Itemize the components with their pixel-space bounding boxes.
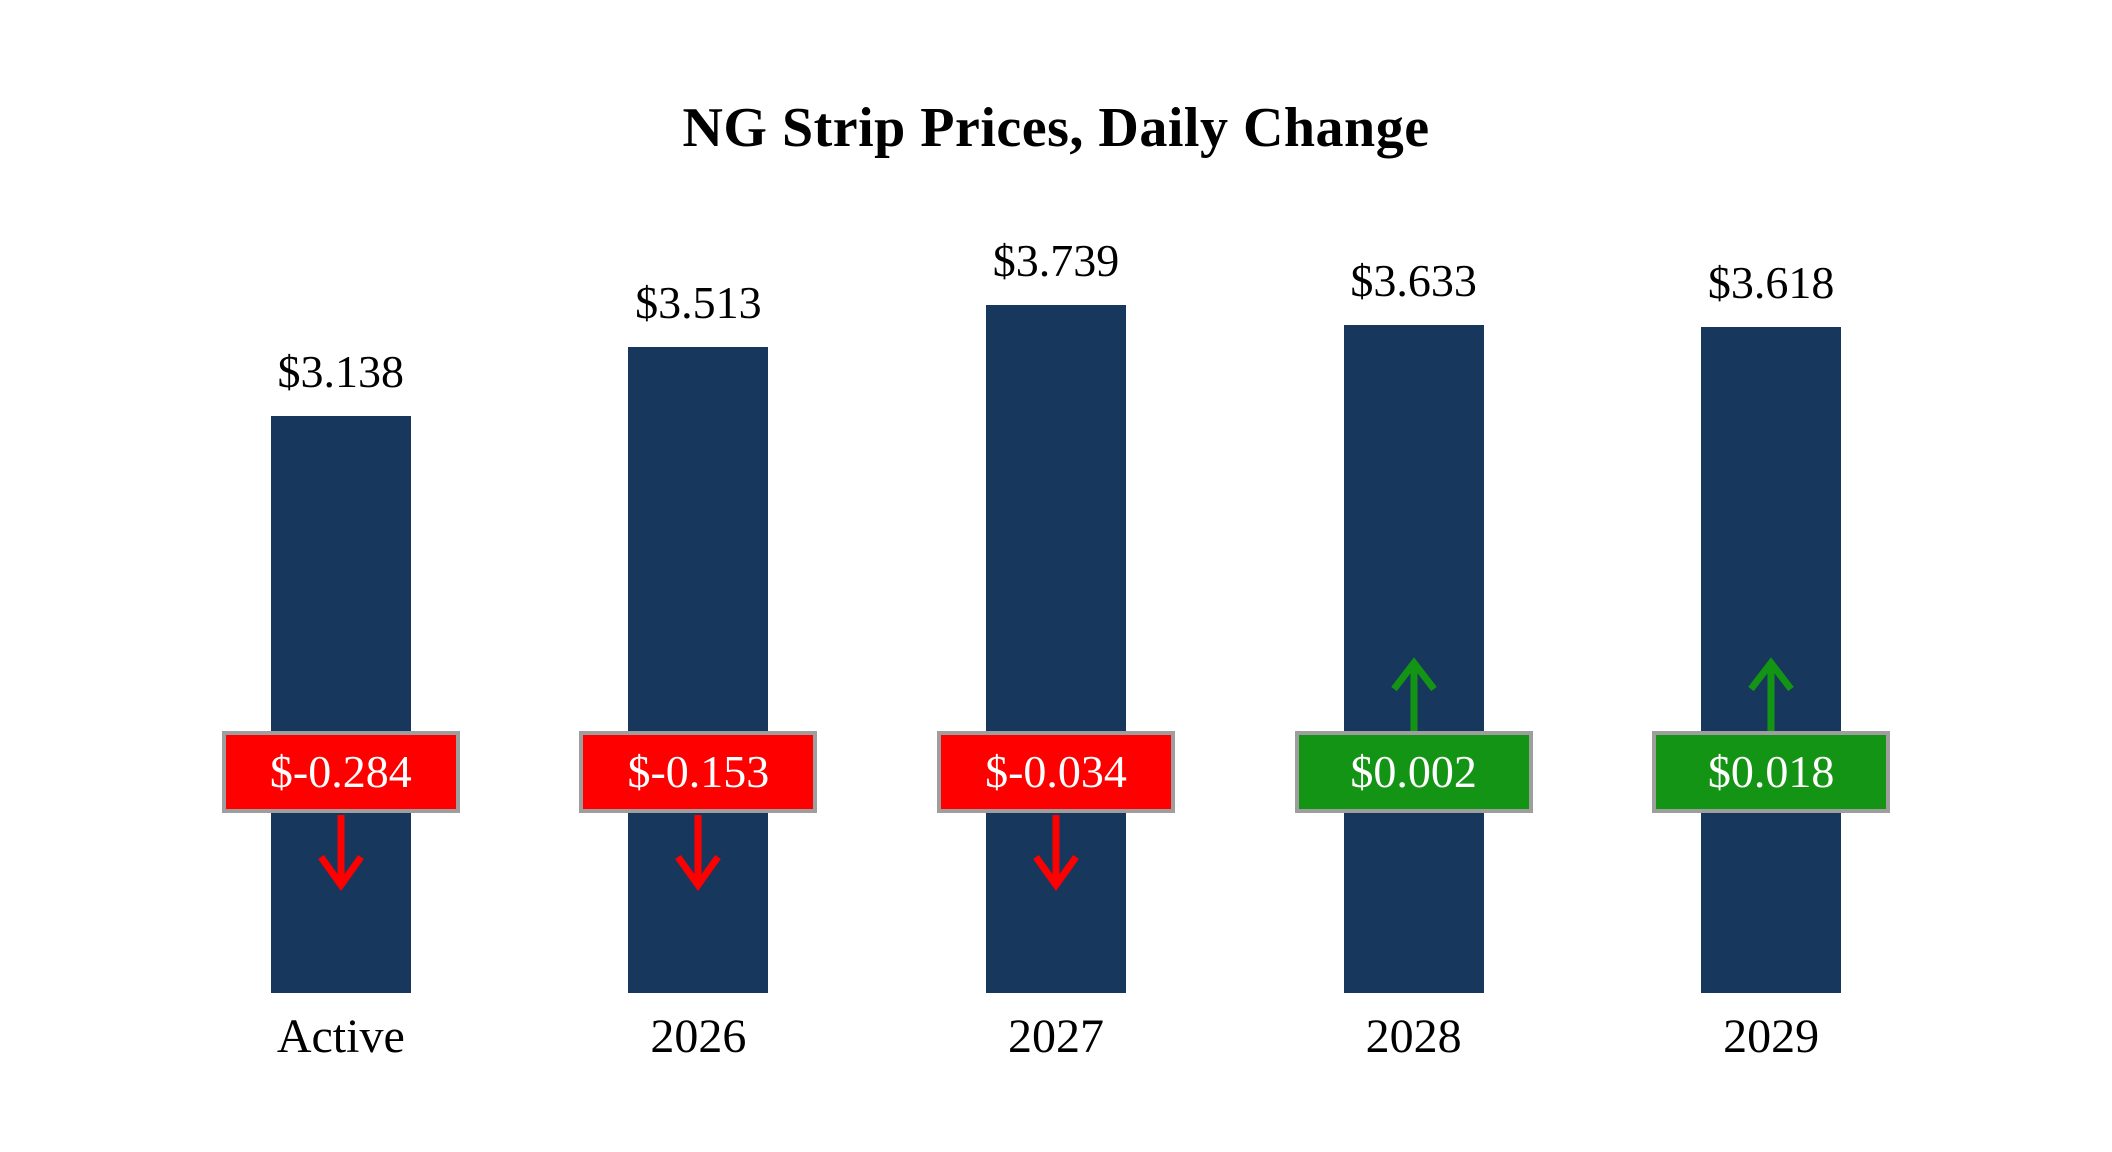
- bar: [270, 416, 411, 993]
- category-label: 2026: [650, 1010, 747, 1063]
- category-label: 2029: [1723, 1010, 1820, 1063]
- bar-column: $3.513 $-0.153 2026: [520, 0, 878, 1152]
- price-label: $3.618: [1707, 257, 1835, 308]
- bar-column: $3.618 $0.018 2029: [1592, 0, 1950, 1152]
- price-label: $3.513: [635, 277, 762, 328]
- chart-title: NG Strip Prices, Daily Change: [682, 97, 1430, 159]
- down-arrow-icon: [670, 813, 726, 893]
- bar-column: $3.633 $0.002 2028: [1235, 0, 1593, 1152]
- price-label: $3.739: [992, 235, 1120, 286]
- category-label: 2027: [1007, 1010, 1104, 1063]
- bar-column: $3.739 $-0.034 2027: [877, 0, 1235, 1152]
- category-label: Active: [276, 1010, 405, 1063]
- change-badge: $-0.153: [579, 731, 818, 813]
- bar-column: $3.138 $-0.284 Active: [162, 0, 520, 1152]
- price-label: $3.138: [277, 346, 405, 397]
- change-badge: $-0.034: [936, 731, 1175, 813]
- change-badge: $0.002: [1294, 731, 1533, 813]
- down-arrow-icon: [313, 813, 369, 893]
- up-arrow-icon: [1743, 655, 1799, 735]
- down-arrow-icon: [1028, 813, 1084, 893]
- bar: [628, 347, 769, 993]
- change-badge: $-0.284: [221, 731, 460, 813]
- price-label: $3.633: [1350, 255, 1477, 306]
- up-arrow-icon: [1386, 655, 1442, 735]
- category-label: 2028: [1365, 1010, 1462, 1063]
- change-badge: $0.018: [1652, 731, 1891, 813]
- bar-columns: $3.138 $-0.284 Active $3.513 $-0.153 202…: [162, 0, 1950, 1152]
